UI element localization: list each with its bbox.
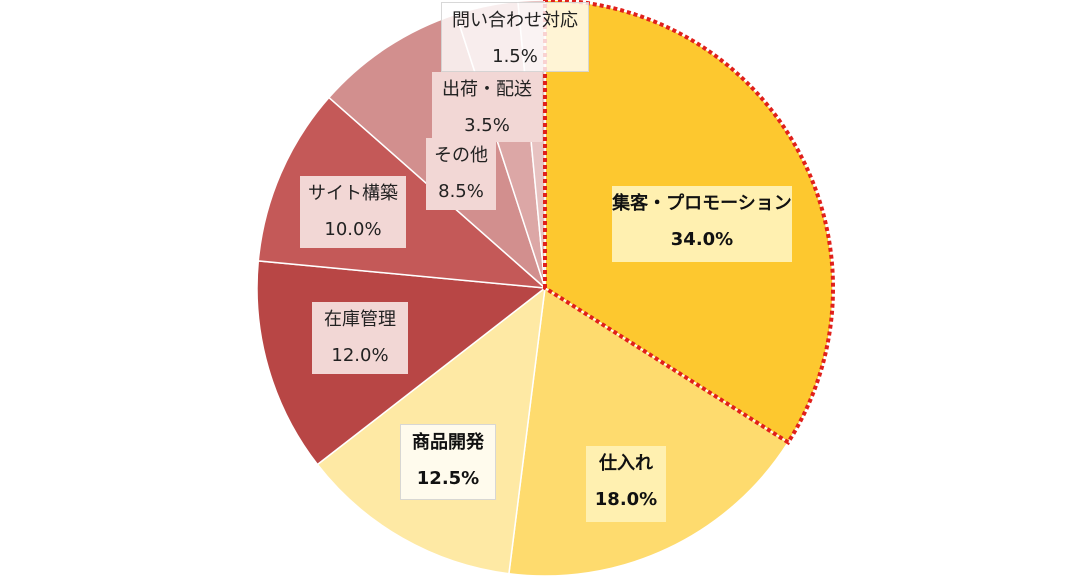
highlight-outline (543, 0, 835, 446)
label-other-name: その他 (434, 145, 488, 166)
label-site-value: 10.0% (324, 219, 382, 240)
label-product-dev-value: 12.5% (416, 468, 480, 489)
label-other: その他 8.5% (426, 138, 496, 210)
label-inquiry: 問い合わせ対応 1.5% (441, 2, 589, 72)
label-purchasing: 仕入れ 18.0% (586, 446, 666, 522)
label-shipping-value: 3.5% (464, 115, 510, 136)
label-purchasing-name: 仕入れ (599, 453, 653, 474)
label-purchasing-value: 18.0% (594, 489, 658, 510)
pie-slice-1 (508, 286, 790, 577)
label-promotion-name: 集客・プロモーション (612, 193, 792, 214)
label-inventory: 在庫管理 12.0% (312, 302, 408, 374)
label-inventory-name: 在庫管理 (324, 309, 396, 330)
label-promotion-value: 34.0% (670, 229, 734, 250)
label-other-value: 8.5% (438, 181, 484, 202)
label-shipping: 出荷・配送 3.5% (432, 72, 542, 142)
label-site: サイト構築 10.0% (300, 176, 406, 248)
label-inventory-value: 12.0% (331, 345, 389, 366)
label-promotion: 集客・プロモーション 34.0% (612, 186, 792, 262)
label-site-name: サイト構築 (308, 183, 398, 204)
label-product-dev-name: 商品開発 (412, 432, 484, 453)
label-shipping-name: 出荷・配送 (442, 79, 532, 100)
label-inquiry-value: 1.5% (492, 46, 538, 67)
label-inquiry-name: 問い合わせ対応 (452, 10, 578, 31)
label-product-dev: 商品開発 12.5% (400, 424, 496, 500)
